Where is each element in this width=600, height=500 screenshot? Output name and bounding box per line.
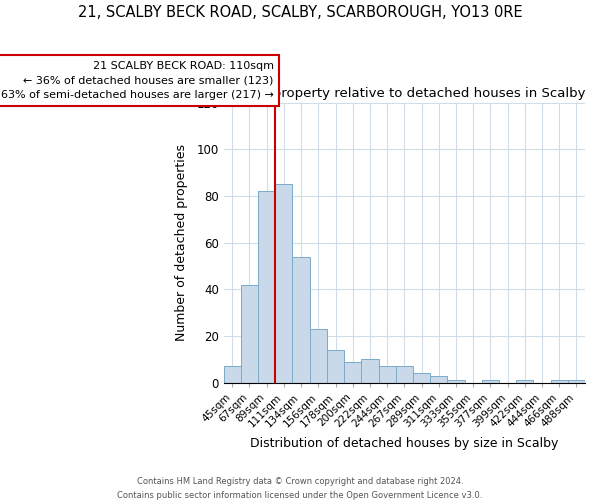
Text: Contains HM Land Registry data © Crown copyright and database right 2024.
Contai: Contains HM Land Registry data © Crown c… — [118, 478, 482, 500]
Bar — [482, 380, 499, 383]
Text: 21, SCALBY BECK ROAD, SCALBY, SCARBOROUGH, YO13 0RE: 21, SCALBY BECK ROAD, SCALBY, SCARBOROUG… — [77, 5, 523, 20]
Bar — [568, 380, 585, 383]
Bar — [448, 380, 464, 383]
Bar — [241, 285, 258, 383]
Bar — [413, 374, 430, 383]
Bar — [361, 360, 379, 383]
Bar — [292, 257, 310, 383]
Title: Size of property relative to detached houses in Scalby: Size of property relative to detached ho… — [224, 88, 585, 101]
Bar — [396, 366, 413, 383]
Bar — [224, 366, 241, 383]
Y-axis label: Number of detached properties: Number of detached properties — [175, 144, 188, 342]
Bar — [430, 376, 448, 383]
Bar — [327, 350, 344, 383]
Bar — [344, 362, 361, 383]
Bar — [379, 366, 396, 383]
Bar — [310, 329, 327, 383]
Bar — [551, 380, 568, 383]
Bar — [275, 184, 292, 383]
Text: 21 SCALBY BECK ROAD: 110sqm
← 36% of detached houses are smaller (123)
63% of se: 21 SCALBY BECK ROAD: 110sqm ← 36% of det… — [1, 61, 274, 100]
Bar — [258, 192, 275, 383]
X-axis label: Distribution of detached houses by size in Scalby: Distribution of detached houses by size … — [250, 437, 559, 450]
Bar — [516, 380, 533, 383]
